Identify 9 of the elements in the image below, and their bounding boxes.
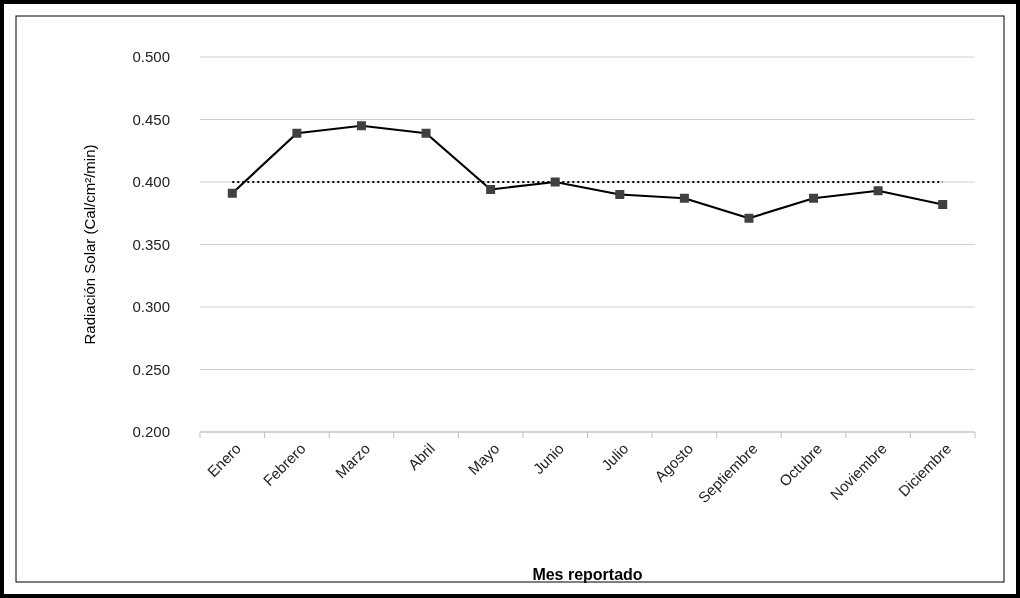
y-axis-title: Radiación Solar (Cal/cm²/min) [81,144,98,345]
y-tick-label: 0.300 [132,298,170,316]
y-tick-label: 0.450 [132,110,170,128]
y-tick-label: 0.500 [132,48,170,66]
x-axis-title: Mes reportado [532,566,643,583]
y-tick-label: 0.350 [132,235,170,253]
y-tick-label: 0.200 [132,423,170,441]
y-tick-label: 0.400 [132,173,170,191]
y-tick-label: 0.250 [132,360,170,378]
